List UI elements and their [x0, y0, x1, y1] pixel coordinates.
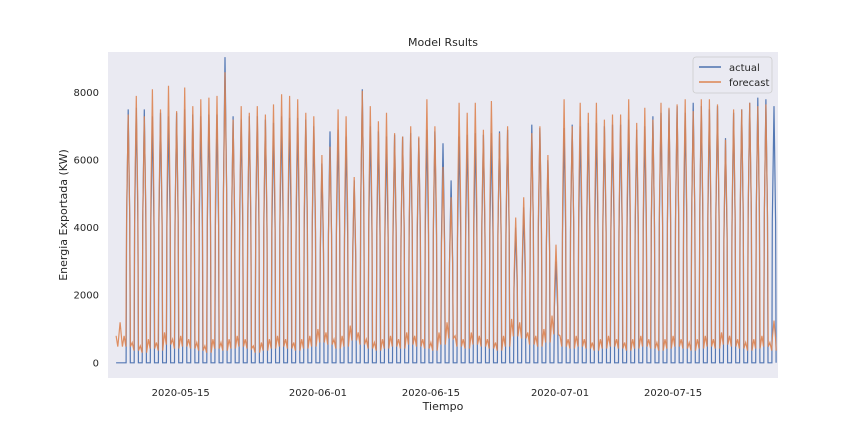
x-tick-label: 2020-06-15 — [402, 388, 460, 399]
series-layer — [115, 57, 777, 364]
y-tick-label: 2000 — [74, 291, 99, 302]
y-tick-label: 4000 — [74, 223, 99, 234]
x-tick-label: 2020-06-01 — [289, 388, 347, 399]
x-tick-label: 2020-07-15 — [644, 388, 702, 399]
y-tick-label: 6000 — [74, 156, 99, 167]
y-tick-label: 0 — [93, 358, 99, 369]
series-line-forecast — [115, 72, 777, 353]
chart-title: Model Rsults — [408, 36, 478, 49]
x-axis-ticks: 2020-05-15 2020-06-01 2020-06-15 2020-07-01… — [152, 388, 703, 399]
x-tick-label: 2020-07-01 — [531, 388, 589, 399]
y-tick-label: 8000 — [74, 88, 99, 99]
y-axis-ticks: 0 2000 4000 6000 8000 — [74, 88, 99, 369]
y-axis-label: Energia Exportada (KW) — [57, 149, 70, 281]
legend-box — [692, 56, 773, 94]
x-axis-label: Tiempo — [422, 400, 464, 413]
legend-label-actual: actual — [729, 63, 760, 74]
legend-label-forecast: forecast — [729, 78, 770, 89]
x-tick-label: 2020-05-15 — [152, 388, 210, 399]
legend: actual forecast — [692, 56, 773, 94]
